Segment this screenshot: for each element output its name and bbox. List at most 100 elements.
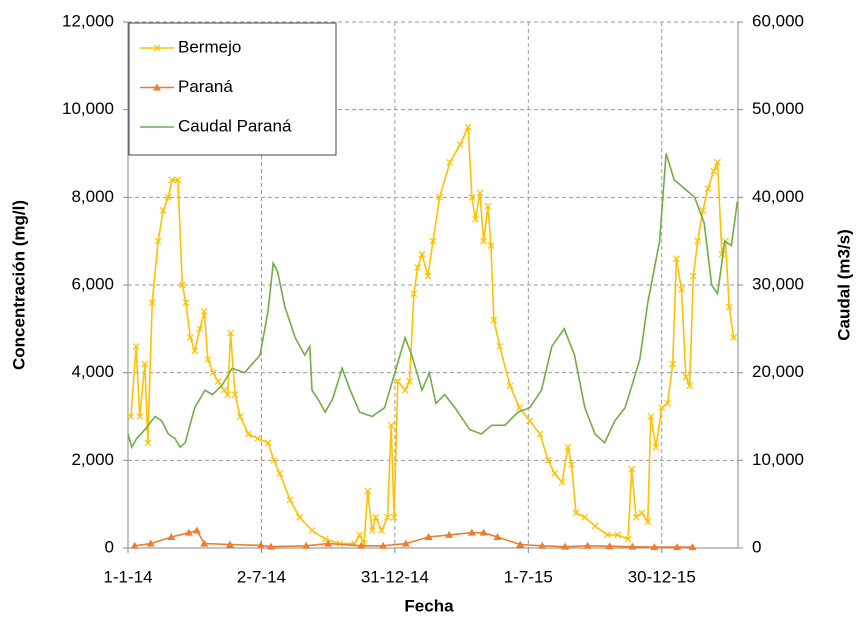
marker [276,470,284,477]
marker [321,535,329,543]
marker [356,531,364,539]
marker [614,531,622,539]
marker [704,185,712,192]
marker [506,382,514,390]
marker [591,522,599,530]
marker [479,528,488,536]
legend-label: Bermejo [178,37,241,56]
y2-tick-label: 60,000 [752,11,804,30]
marker [472,215,479,223]
marker [378,527,386,534]
marker [558,478,566,486]
y-tick-label: 10,000 [62,99,114,118]
marker [468,193,476,201]
marker [227,329,235,337]
marker [401,386,409,394]
marker [406,378,413,385]
marker [560,542,569,550]
marker [624,535,632,543]
y2-tick-label: 30,000 [752,274,804,293]
marker [638,509,646,517]
marker [446,158,454,166]
marker [379,541,388,549]
marker [394,378,402,385]
marker [357,541,366,549]
marker [487,242,495,249]
y2-tick-label: 20,000 [752,362,804,381]
marker [678,285,685,293]
x-tick-label: 2-7-14 [237,567,286,586]
marker [209,369,217,377]
series-line [127,153,739,450]
marker [490,316,498,324]
y-tick-label: 4,000 [71,362,114,381]
marker [664,399,672,407]
marker [224,391,232,399]
marker [225,540,234,548]
y2-tick-label: 0 [752,537,761,556]
marker [146,539,155,547]
marker [256,541,265,549]
marker [186,334,194,342]
y2-axis-title: Caudal (m3/s) [834,229,853,340]
marker [159,207,167,214]
marker [496,342,504,350]
legend-label: Paraná [178,77,233,96]
marker [254,434,262,442]
marker [410,290,418,298]
marker [672,255,680,263]
marker [710,167,718,175]
marker [725,303,733,311]
marker [266,542,275,550]
legend-marker [153,83,161,91]
x-tick-label: 1-1-14 [103,567,152,586]
marker [516,540,525,548]
marker [368,527,376,534]
series-line [134,529,693,548]
marker [136,413,144,420]
marker [467,528,476,536]
y-tick-label: 2,000 [71,450,114,469]
y-tick-label: 6,000 [71,274,114,293]
marker [658,404,666,412]
marker [424,272,432,280]
marker [564,443,572,451]
marker [308,527,316,534]
marker [456,141,464,149]
y-axis-title: Concentración (mg/l) [9,200,28,370]
y2-tick-label: 10,000 [752,450,804,469]
marker [390,513,398,521]
y2-tick-label: 40,000 [752,187,804,206]
marker [484,202,492,210]
marker [418,250,426,258]
marker [127,413,135,420]
marker [154,237,162,245]
marker [480,237,488,245]
marker [141,360,149,368]
marker [324,539,333,547]
marker [244,430,252,438]
marker [429,237,437,245]
marker [464,123,472,131]
marker [214,378,222,385]
legend-box [128,22,337,156]
legend-marker [153,44,161,52]
marker [714,158,721,166]
marker [132,342,140,350]
marker [730,334,738,342]
marker [384,513,391,521]
marker [184,528,193,536]
marker [632,513,640,521]
marker [192,526,201,534]
marker [364,487,372,495]
marker [296,513,303,521]
x-tick-label: 31-12-14 [361,567,429,586]
marker [200,539,209,547]
marker [568,461,575,469]
marker [644,518,652,526]
marker [387,421,395,429]
marker [544,456,552,464]
x-tick-label: 1-7-15 [504,567,553,586]
marker [538,541,547,549]
